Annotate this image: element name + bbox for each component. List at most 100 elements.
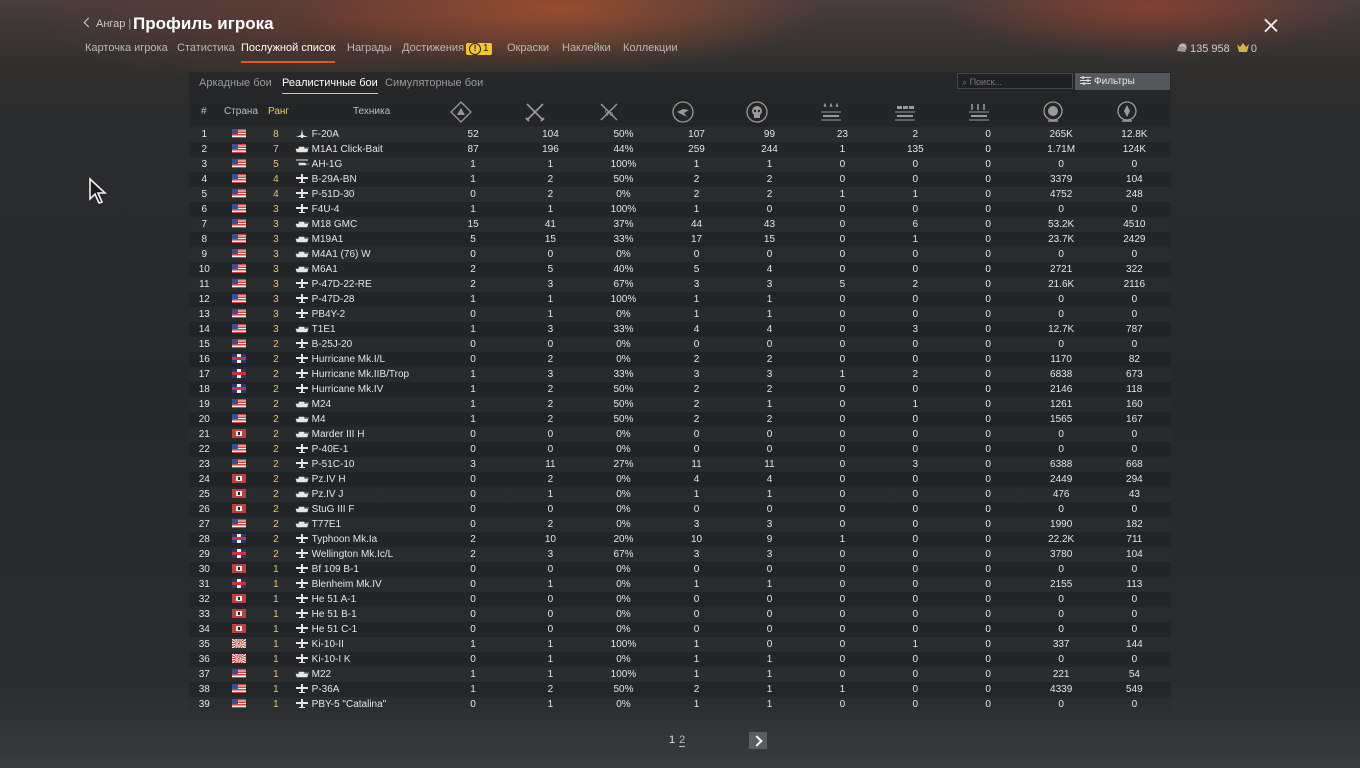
close-icon[interactable] (1262, 17, 1280, 35)
table-row[interactable]: 19 2 M24 1 2 50% 2 1 0 1 0 1261 160 (189, 397, 1171, 412)
back-button[interactable]: Ангар | (83, 17, 135, 30)
cell-stat: 0 (912, 564, 919, 575)
tab-service-record[interactable]: Послужной список (241, 42, 336, 63)
cell-stat: 20% (613, 534, 634, 545)
table-row[interactable]: 3 5 AH-1G 1 1 100% 1 1 0 0 0 0 0 (189, 157, 1171, 172)
table-row[interactable]: 39 1 PBY-5 "Catalina" 0 1 0% 1 1 0 0 0 0 0 (189, 697, 1171, 712)
cell-vehicle: B-25J-20 (293, 337, 433, 352)
search-input[interactable]: ⌕ Поиск... (957, 73, 1073, 89)
column-header-rank[interactable]: Ранг (268, 106, 290, 117)
column-header-country[interactable]: Страна (224, 106, 259, 117)
tab-collections[interactable]: Коллекции (623, 42, 678, 54)
plane-icon (295, 459, 308, 468)
research-icon[interactable] (1042, 101, 1064, 123)
tab-achievements[interactable]: Достижения! 1 (402, 42, 492, 61)
table-row[interactable]: 37 1 M22 1 1 100% 1 1 0 0 0 221 54 (189, 667, 1171, 682)
table-row[interactable]: 18 2 Hurricane Mk.IV 1 2 50% 2 2 0 0 0 2146 118 (189, 382, 1171, 397)
cell-stat: 4 (766, 324, 773, 335)
table-row[interactable]: 28 2 Typhoon Mk.Ia 2 10 20% 10 9 1 0 0 22.2K 711 (189, 532, 1171, 547)
table-row[interactable]: 21 2 Marder III H 0 0 0% 0 0 0 0 0 0 0 (189, 427, 1171, 442)
table-row[interactable]: 16 2 Hurricane Mk.I/L 0 2 0% 2 2 0 0 0 1170 82 (189, 352, 1171, 367)
cell-stat: 0 (839, 624, 846, 635)
page-2-link[interactable]: 2 (679, 734, 686, 747)
flag-de-icon (232, 624, 247, 633)
table-row[interactable]: 24 2 Pz.IV H 0 2 0% 4 4 0 0 0 2449 294 (189, 472, 1171, 487)
table-row[interactable]: 17 2 Hurricane Mk.IIB/Trop 1 3 33% 3 3 1 2 0 6838 67… (189, 367, 1171, 382)
table-row[interactable]: 7 3 M18 GMC 15 41 37% 44 43 0 6 0 53.2K 4510 (189, 217, 1171, 232)
cell-stat: 1 (839, 144, 846, 155)
flag-us-icon (232, 309, 247, 318)
next-page-button[interactable] (749, 732, 767, 749)
table-row[interactable]: 1 8 F-20A 52 104 50% 107 99 23 2 0 265K 12.8K (189, 127, 1171, 142)
table-row[interactable]: 4 4 B-29A-BN 1 2 50% 2 2 0 0 0 3379 104 (189, 172, 1171, 187)
table-row[interactable]: 20 2 M4 1 2 50% 2 2 0 0 0 1565 167 (189, 412, 1171, 427)
cell-stat: 0 (912, 534, 919, 545)
cell-country (220, 367, 260, 382)
win-rate-icon[interactable]: % (598, 101, 620, 123)
table-row[interactable]: 11 3 P-47D-22-RE 2 3 67% 3 3 5 2 0 21.6K 2116 (189, 277, 1171, 292)
table-row[interactable]: 32 1 He 51 A-1 0 0 0% 0 0 0 0 0 0 0 (189, 592, 1171, 607)
battles-icon[interactable] (450, 101, 472, 123)
cell-stat: 0 (547, 564, 554, 575)
ground-kills-icon[interactable] (894, 101, 916, 123)
air-kills-icon[interactable] (820, 101, 842, 123)
table-row[interactable]: 34 1 He 51 C-1 0 0 0% 0 0 0 0 0 0 0 (189, 622, 1171, 637)
cell-number: 14 (198, 324, 210, 335)
cell-number: 7 (189, 217, 220, 232)
table-row[interactable]: 8 3 M19A1 5 15 33% 17 15 0 1 0 23.7K 2429 (189, 232, 1171, 247)
cell-stat: 17 (690, 234, 703, 245)
tab-decals[interactable]: Наклейки (562, 42, 611, 54)
vehicle-name: He 51 C-1 (311, 624, 358, 635)
table-row[interactable]: 36 1 Ki-10-I K 0 1 0% 1 1 0 0 0 0 0 (189, 652, 1171, 667)
table-row[interactable]: 38 1 P-36A 1 2 50% 2 1 1 0 0 4339 549 (189, 682, 1171, 697)
cell-number: 24 (198, 474, 210, 485)
deaths-icon[interactable] (746, 101, 768, 123)
mode-realistic[interactable]: Реалистичные бои (282, 77, 378, 94)
tab-skins[interactable]: Окраски (507, 42, 550, 54)
table-row[interactable]: 29 2 Wellington Mk.Ic/L 2 3 67% 3 3 0 0 0 3780 104 (189, 547, 1171, 562)
table-row[interactable]: 10 3 M6A1 2 5 40% 5 4 0 0 0 2721 322 (189, 262, 1171, 277)
column-header-vehicle[interactable]: Техника (353, 106, 391, 117)
tab-awards[interactable]: Награды (347, 42, 392, 54)
tank-icon (295, 326, 309, 333)
table-row[interactable]: 27 2 T77E1 0 2 0% 3 3 0 0 0 1990 182 (189, 517, 1171, 532)
table-row[interactable]: 25 2 Pz.IV J 0 1 0% 1 1 0 0 0 476 43 (189, 487, 1171, 502)
cell-stat: 0 (839, 564, 846, 575)
table-row[interactable]: 35 1 Ki-10-II 1 1 100% 1 0 0 1 0 337 144 (189, 637, 1171, 652)
vehicle-name: M19A1 (311, 234, 344, 245)
tab-statistics[interactable]: Статистика (177, 42, 235, 54)
filter-button[interactable]: Фильтры (1075, 73, 1170, 90)
table-row[interactable]: 13 3 PB4Y-2 0 1 0% 1 1 0 0 0 0 0 (189, 307, 1171, 322)
cell-stat: 50% (613, 414, 634, 425)
silver-lions-icon[interactable] (1116, 101, 1138, 123)
table-row[interactable]: 5 4 P-51D-30 0 2 0% 2 2 1 1 0 4752 248 (189, 187, 1171, 202)
table-row[interactable]: 9 3 M4A1 (76) W 0 0 0% 0 0 0 0 0 0 0 (189, 247, 1171, 262)
flag-de-icon (232, 474, 247, 483)
table-row[interactable]: 26 2 StuG III F 0 0 0% 0 0 0 0 0 0 0 (189, 502, 1171, 517)
table-row[interactable]: 30 1 Bf 109 B-1 0 0 0% 0 0 0 0 0 0 0 (189, 562, 1171, 577)
table-row[interactable]: 23 2 P-51C-10 3 11 27% 11 11 0 3 0 6388 668 (189, 457, 1171, 472)
cell-country (220, 202, 260, 217)
cell-stat: 0 (1131, 444, 1138, 455)
exclamation-icon: ! (469, 43, 482, 55)
cell-stat: 3 (432, 457, 514, 472)
mode-simulator[interactable]: Симуляторные бои (385, 77, 484, 89)
cell-vehicle: T77E1 (293, 517, 433, 532)
table-row[interactable]: 22 2 P-40E-1 0 0 0% 0 0 0 0 0 0 0 (189, 442, 1171, 457)
cell-stat: 182 (1098, 517, 1171, 532)
table-row[interactable]: 33 1 He 51 B-1 0 0 0% 0 0 0 0 0 0 0 (189, 607, 1171, 622)
table-row[interactable]: 12 3 P-47D-28 1 1 100% 1 1 0 0 0 0 0 (189, 292, 1171, 307)
table-row[interactable]: 31 1 Blenheim Mk.IV 0 1 0% 1 1 0 0 0 2155 113 (189, 577, 1171, 592)
mode-arcade[interactable]: Аркадные бои (199, 77, 272, 89)
table-row[interactable]: 15 2 B-25J-20 0 0 0% 0 0 0 0 0 0 0 (189, 337, 1171, 352)
table-row[interactable]: 6 3 F4U-4 1 1 100% 1 0 0 0 0 0 0 (189, 202, 1171, 217)
flag-us-icon (232, 459, 247, 468)
cell-rank: 2 (259, 427, 292, 442)
table-row[interactable]: 2 7 M1A1 Click-Bait 87 196 44% 259 244 1 135 0 1.71… (189, 142, 1171, 157)
naval-kills-icon[interactable] (968, 101, 990, 123)
cell-stat: 1 (733, 157, 806, 172)
tab-player-card[interactable]: Карточка игрока (85, 42, 168, 54)
table-row[interactable]: 14 3 T1E1 1 3 33% 4 4 0 3 0 12.7K 787 (189, 322, 1171, 337)
respawns-icon[interactable] (672, 101, 694, 123)
victories-icon[interactable] (524, 101, 546, 123)
